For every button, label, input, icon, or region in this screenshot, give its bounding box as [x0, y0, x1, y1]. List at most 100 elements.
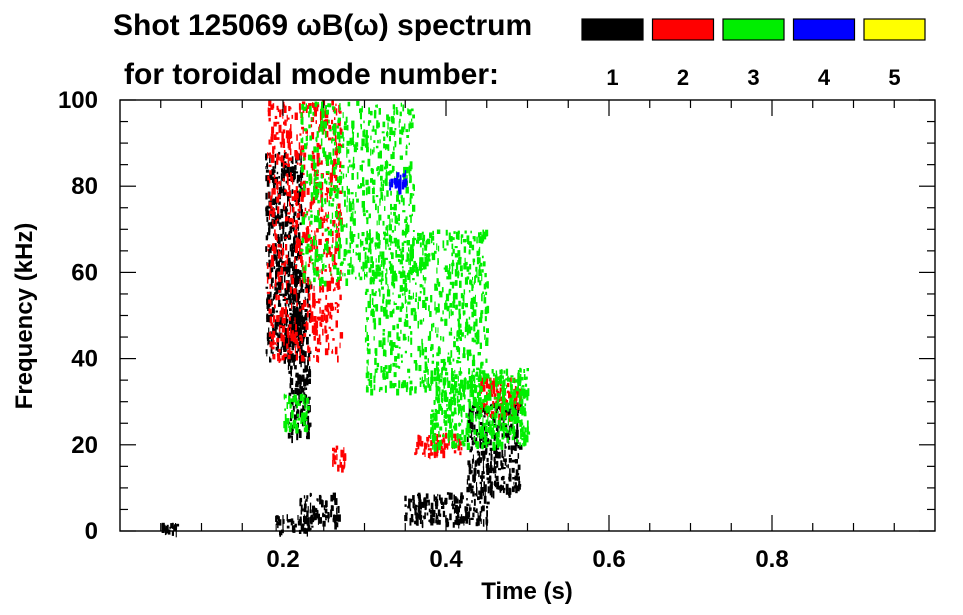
spectrum-point	[297, 280, 299, 284]
spectrum-point	[372, 280, 375, 285]
spectrum-point	[281, 170, 284, 174]
spectrum-point	[418, 441, 421, 446]
spectrum-point	[414, 386, 417, 390]
spectrum-point	[430, 237, 433, 244]
spectrum-point	[321, 500, 324, 508]
spectrum-point	[486, 477, 490, 480]
spectrum-point	[295, 293, 297, 301]
spectrum-point	[337, 276, 340, 280]
spectrum-point	[301, 523, 305, 526]
spectrum-point	[272, 208, 276, 211]
spectrum-point	[510, 414, 512, 422]
spectrum-point	[315, 176, 319, 180]
spectrum-point	[298, 289, 301, 298]
spectrum-point	[404, 336, 407, 341]
spectrum-point	[288, 392, 292, 397]
spectrum-point	[472, 383, 475, 388]
spectrum-point	[505, 433, 508, 437]
spectrum-point	[403, 184, 405, 187]
spectrum-point	[502, 400, 506, 405]
spectrum-point	[476, 257, 479, 265]
spectrum-point	[344, 199, 346, 207]
series-4-region-0	[389, 170, 408, 195]
spectrum-point	[325, 518, 327, 521]
spectrum-point	[356, 132, 359, 138]
spectrum-point	[176, 523, 180, 527]
spectrum-point	[308, 216, 310, 221]
spectrum-point	[410, 514, 414, 522]
spectrum-point	[466, 498, 468, 501]
spectrum-point	[275, 346, 278, 351]
spectrum-point	[362, 130, 364, 137]
spectrum-point	[483, 495, 487, 504]
spectrum-point	[296, 179, 299, 184]
spectrum-point	[411, 118, 413, 122]
spectrum-point	[385, 170, 387, 173]
spectrum-point	[398, 259, 400, 262]
spectrum-point	[474, 332, 478, 338]
spectrum-point	[433, 494, 435, 502]
spectrum-point	[278, 519, 282, 526]
spectrum-point	[348, 204, 352, 212]
spectrum-point	[398, 199, 401, 205]
spectrum-point	[476, 336, 480, 344]
spectrum-point	[507, 421, 509, 426]
spectrum-point	[401, 195, 403, 203]
chart-subtitle: for toroidal mode number:	[124, 58, 499, 91]
spectrum-point	[282, 293, 285, 298]
spectrum-point	[384, 161, 389, 169]
spectrum-point	[431, 252, 435, 256]
spectrum-point	[353, 266, 355, 273]
spectrum-point	[436, 229, 441, 234]
spectrum-point	[396, 323, 399, 329]
spectrum-point	[437, 520, 441, 525]
spectrum-point	[330, 304, 334, 311]
spectrum-point	[388, 135, 391, 142]
spectrum-point	[315, 248, 319, 256]
spectrum-point	[317, 298, 322, 301]
spectrum-point	[286, 114, 288, 118]
spectrum-point	[482, 399, 485, 404]
spectrum-point	[491, 369, 494, 374]
spectrum-point	[274, 115, 278, 119]
spectrum-point	[283, 322, 286, 326]
spectrum-point	[293, 171, 296, 179]
spectrum-point	[521, 406, 525, 413]
spectrum-point	[421, 376, 423, 382]
spectrum-point	[279, 320, 282, 324]
spectrum-point	[307, 347, 311, 353]
spectrum-point	[483, 398, 486, 402]
spectrum-point	[454, 434, 457, 442]
spectrum-point	[504, 460, 507, 466]
spectrum-point	[265, 246, 268, 252]
spectrum-point	[287, 274, 290, 278]
spectrum-point	[481, 255, 484, 259]
spectrum-point	[336, 188, 340, 194]
spectrum-point	[325, 109, 329, 115]
spectrum-point	[369, 294, 372, 302]
spectrum-point	[301, 101, 306, 105]
legend-swatch-2	[651, 18, 715, 41]
spectrum-point	[501, 433, 504, 439]
spectrum-point	[336, 506, 338, 509]
spectrum-point	[434, 416, 438, 421]
spectrum-point	[389, 179, 391, 187]
spectrum-point	[492, 490, 495, 499]
spectrum-point	[462, 353, 466, 359]
spectrum-point	[306, 342, 309, 345]
spectrum-point	[283, 274, 286, 283]
spectrum-point	[439, 440, 442, 444]
spectrum-point	[359, 112, 362, 115]
spectrum-point	[517, 476, 520, 481]
spectrum-point	[272, 176, 276, 183]
spectrum-point	[308, 517, 310, 523]
spectrum-point	[387, 229, 389, 236]
spectrum-point	[468, 349, 472, 357]
spectrum-point	[466, 423, 470, 429]
spectrum-point	[299, 162, 302, 166]
spectrum-point	[492, 386, 496, 394]
spectrum-point	[313, 510, 316, 516]
spectrum-point	[467, 475, 470, 481]
spectrum-point	[329, 177, 333, 184]
spectrum-point	[313, 146, 316, 153]
